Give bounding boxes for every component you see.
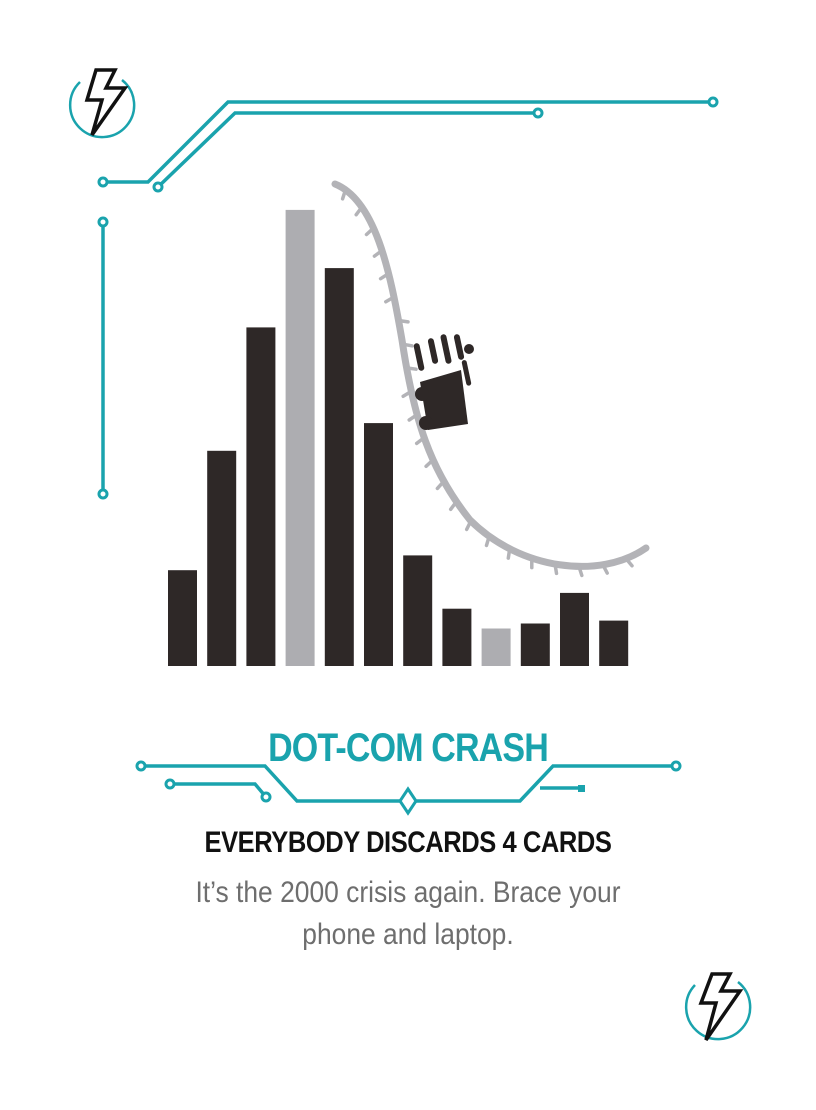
card-effect: EVERYBODY DISCARDS 4 CARDS bbox=[204, 826, 612, 859]
track-tie bbox=[372, 248, 384, 258]
bar-highlighted bbox=[481, 628, 511, 666]
bar bbox=[246, 327, 276, 666]
track-tie bbox=[404, 366, 418, 371]
card-flavor-text: It’s the 2000 crisis again. Brace your p… bbox=[195, 876, 621, 951]
track-tie bbox=[553, 562, 559, 576]
track-tie bbox=[401, 389, 414, 399]
track-tie bbox=[435, 479, 446, 491]
track-tie bbox=[407, 412, 419, 422]
track-tie bbox=[424, 458, 435, 469]
bar bbox=[560, 592, 589, 666]
bar bbox=[442, 608, 472, 666]
track-tie bbox=[448, 499, 459, 512]
track-tie bbox=[396, 318, 410, 324]
bar-highlighted bbox=[285, 209, 315, 666]
bar bbox=[324, 268, 354, 666]
bar bbox=[207, 450, 237, 666]
track-tie bbox=[400, 342, 414, 348]
rollercoaster-cart-icon bbox=[413, 334, 474, 430]
track-tie bbox=[378, 271, 391, 281]
bar bbox=[599, 620, 629, 666]
track-tie bbox=[464, 519, 473, 532]
card-title: DOT-COM CRASH bbox=[268, 726, 549, 770]
bar bbox=[520, 623, 550, 666]
track-tie bbox=[601, 562, 609, 575]
bar bbox=[168, 570, 197, 666]
rollercoaster-track bbox=[331, 180, 650, 578]
track-tie bbox=[414, 435, 426, 446]
track-tie bbox=[506, 547, 512, 560]
track-tie bbox=[364, 226, 376, 237]
track-tie bbox=[384, 295, 396, 304]
bar bbox=[403, 555, 433, 666]
track-tie bbox=[624, 556, 634, 568]
track-tie bbox=[577, 564, 584, 578]
track-tie bbox=[354, 205, 364, 217]
bar bbox=[364, 423, 393, 666]
track-tie bbox=[340, 188, 348, 201]
track-tie bbox=[484, 534, 491, 548]
